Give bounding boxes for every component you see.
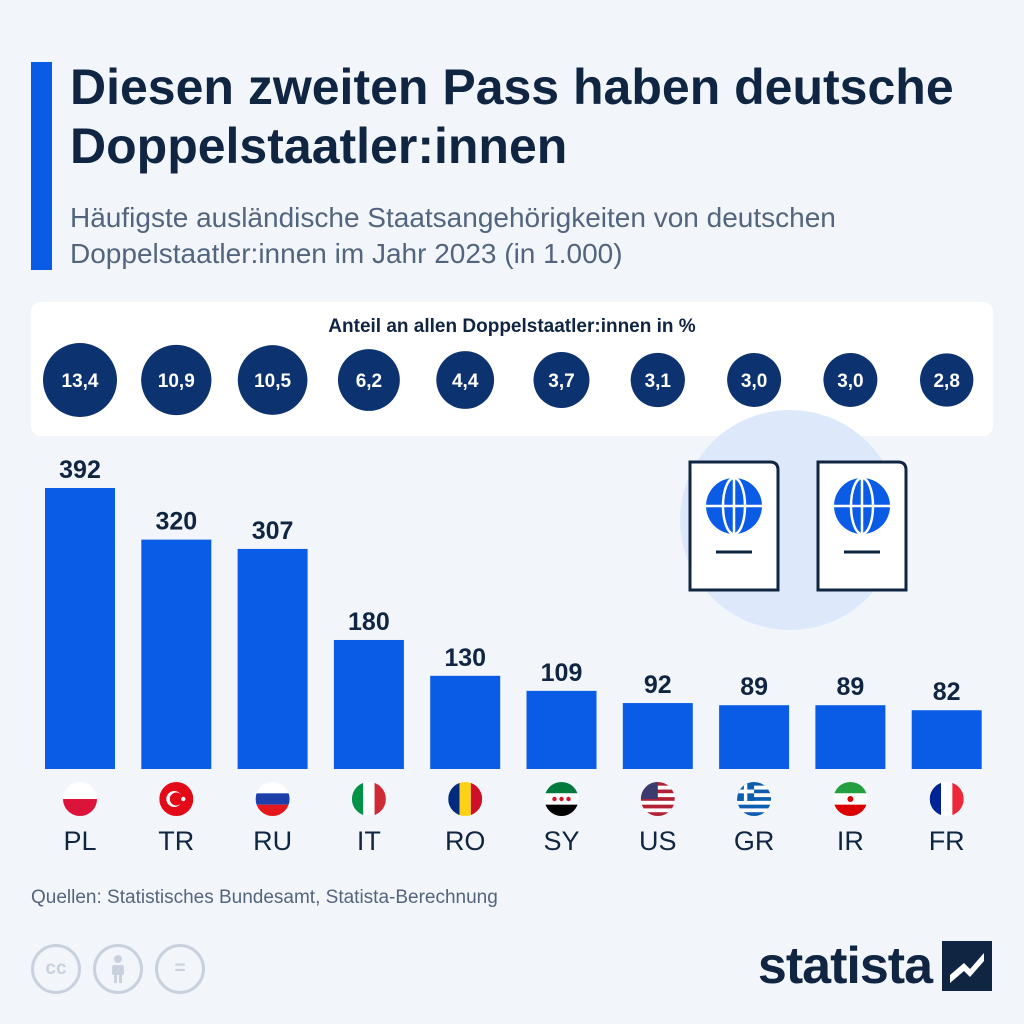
value-label: 307 (252, 517, 294, 545)
passport-icon (688, 460, 780, 592)
category-label: IR (837, 826, 864, 856)
share-label: 4,4 (452, 371, 479, 392)
source-note: Quellen: Statistisches Bundesamt, Statis… (31, 887, 498, 908)
statista-logo[interactable]: statista (758, 936, 992, 996)
syria-flag (544, 782, 579, 816)
bar (333, 639, 404, 769)
logo-text: statista (757, 937, 933, 995)
value-label: 130 (444, 644, 486, 672)
category-label: SY (543, 826, 579, 856)
share-bubble (337, 349, 400, 411)
category-label: FR (929, 826, 965, 856)
category-label: TR (158, 826, 194, 856)
share-bubble (141, 344, 212, 416)
france-flag (929, 782, 964, 816)
greece-flag (737, 782, 772, 816)
value-label: 392 (59, 456, 101, 484)
flags (63, 782, 964, 816)
bar (815, 705, 886, 769)
chart-subtitle: Häufigste ausländische Staatsangehörigke… (70, 202, 836, 269)
share-bubble (727, 353, 782, 407)
share-label: 10,5 (254, 371, 291, 392)
cc-icon[interactable]: cc (31, 944, 81, 994)
share-bubble (630, 352, 685, 408)
category-label: RU (253, 826, 292, 856)
share-panel-title: Anteil an allen Doppelstaatler:innen in … (328, 316, 696, 337)
bar (141, 539, 212, 769)
share-bubble (237, 345, 308, 415)
value-label: 82 (933, 678, 961, 706)
bar (719, 705, 790, 769)
bar (526, 690, 597, 769)
bar (911, 710, 982, 769)
category-label: RO (445, 826, 486, 856)
share-label: 3,0 (837, 371, 863, 392)
passport-decoration (680, 410, 908, 630)
iran-flag (833, 782, 868, 816)
share-label: 3,1 (645, 371, 672, 392)
value-label: 109 (541, 659, 583, 687)
poland-flag (63, 782, 97, 816)
bars: 392 PL 320 TR 307 RU 180 IT 130 RO 109 SY 92 US 89 GR 89… (45, 456, 982, 856)
attribution-icon[interactable] (93, 944, 143, 994)
value-label: 180 (348, 608, 390, 636)
share-label: 6,2 (356, 371, 382, 392)
share-bubble (43, 343, 117, 417)
value-label: 92 (644, 671, 672, 699)
category-label: IT (357, 826, 381, 856)
share-label: 3,7 (548, 371, 574, 392)
italy-flag (351, 782, 386, 816)
romania-flag (448, 782, 483, 816)
share-bubble (436, 351, 495, 409)
share-bubble (533, 352, 590, 408)
bar (430, 675, 501, 769)
value-label: 89 (740, 673, 768, 701)
share-bubble (920, 353, 974, 407)
category-label: US (639, 826, 677, 856)
passport-icon (816, 460, 908, 592)
license-icons: cc = (31, 944, 205, 994)
share-label: 10,9 (158, 371, 195, 392)
value-label: 89 (836, 673, 864, 701)
chart-title: Diesen zweiten Pass haben deutsche Doppe… (70, 59, 954, 174)
share-label: 13,4 (62, 371, 99, 392)
statista-mark-icon (942, 941, 992, 991)
value-label: 320 (155, 508, 197, 536)
category-label: PL (63, 826, 96, 856)
usa-flag (640, 782, 675, 816)
russia-flag (255, 782, 290, 816)
category-label: GR (734, 826, 775, 856)
no-derivatives-icon[interactable]: = (155, 944, 205, 994)
share-label: 3,0 (741, 371, 767, 392)
bar (45, 488, 115, 769)
turkey-flag (159, 782, 194, 816)
share-label: 2,8 (933, 371, 959, 392)
bar (237, 548, 308, 769)
bar (622, 703, 693, 769)
accent-bar (31, 62, 52, 270)
share-bubble (823, 353, 878, 407)
share-bubbles: 13,4 10,9 10,5 6,2 4,4 3,7 3,1 3,0 3,0 2,8 (43, 343, 974, 417)
